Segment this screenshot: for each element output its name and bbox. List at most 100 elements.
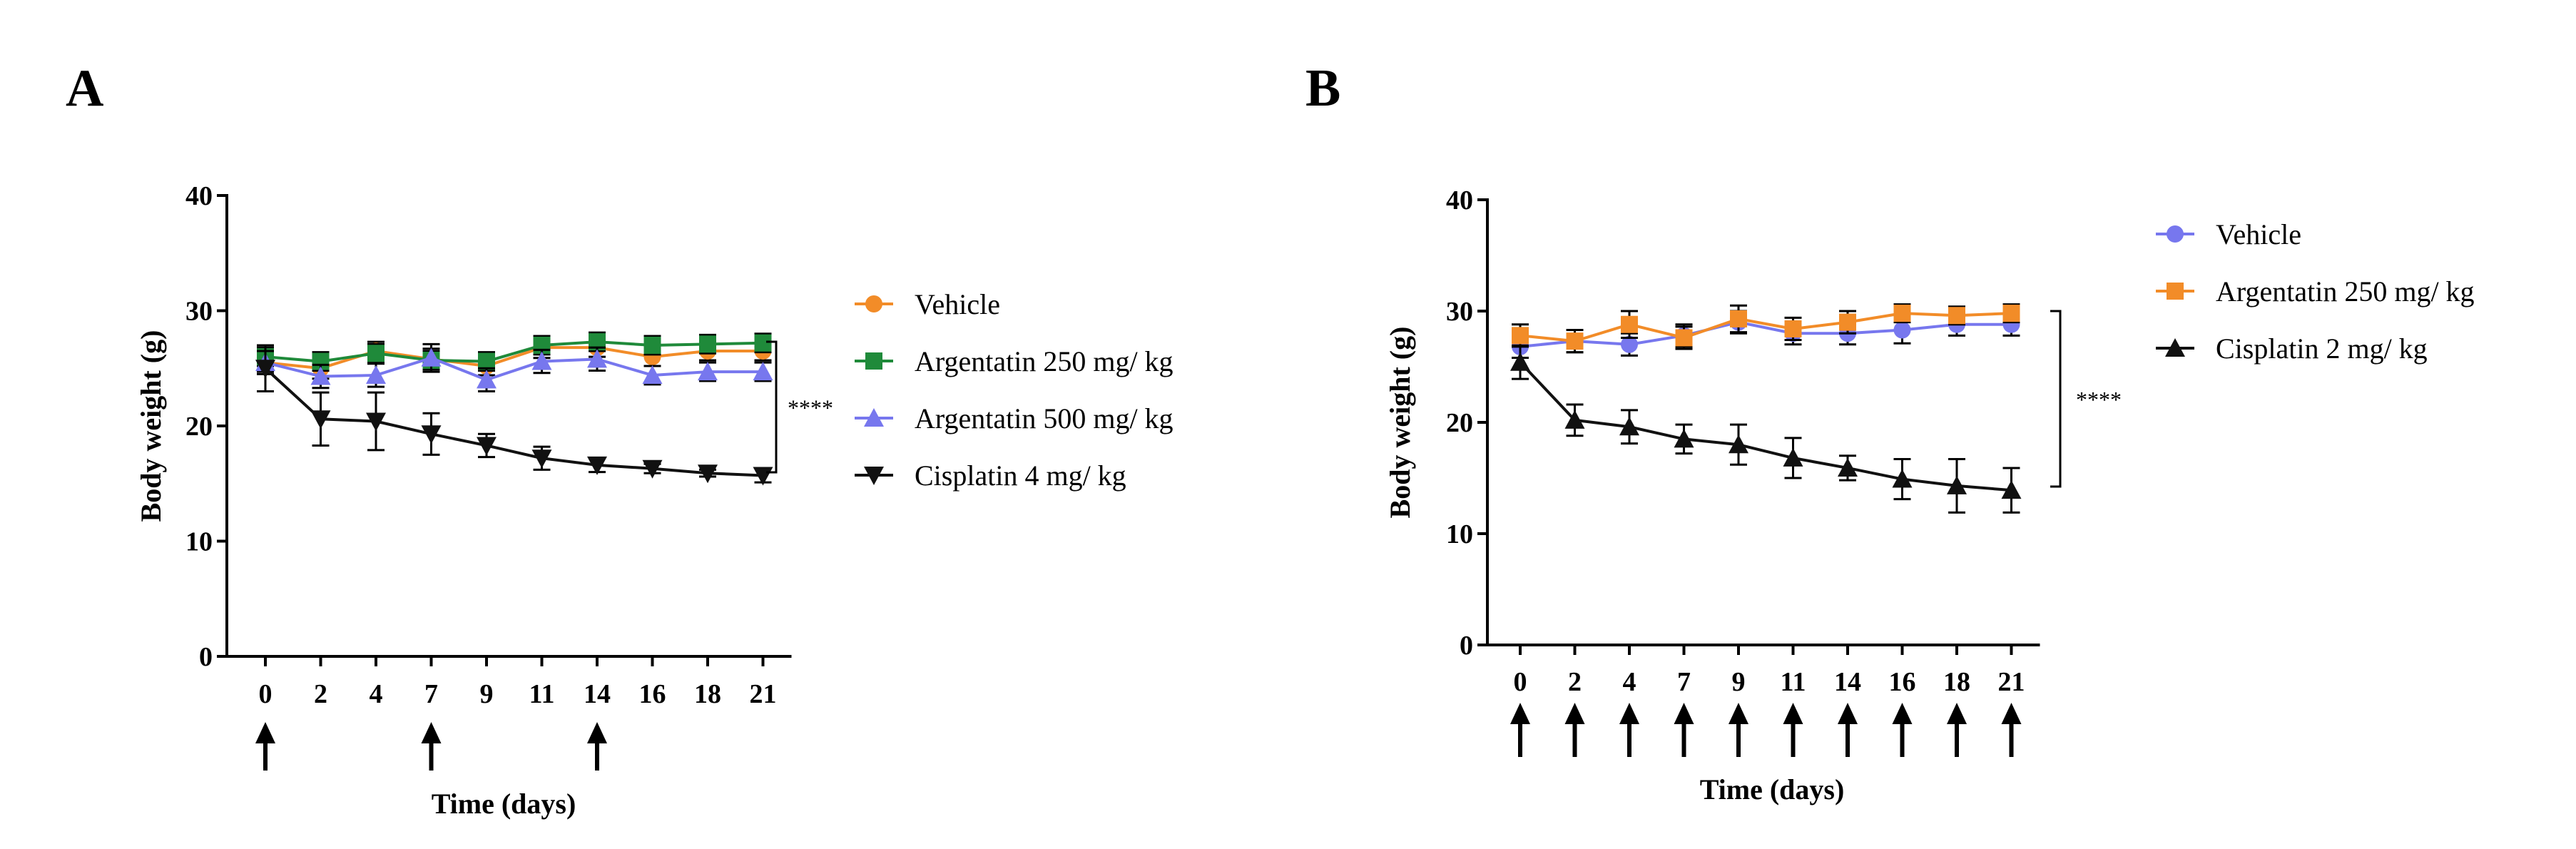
legend-marker bbox=[2165, 338, 2185, 357]
x-tick-label: 4 bbox=[1623, 667, 1636, 697]
legend-entry: Vehicle bbox=[855, 288, 1000, 320]
data-point bbox=[753, 362, 773, 381]
dosing-arrow-head bbox=[587, 722, 607, 743]
data-point bbox=[477, 370, 497, 389]
data-point bbox=[643, 336, 661, 354]
dosing-arrow-head bbox=[421, 722, 442, 743]
legend-marker bbox=[865, 295, 882, 312]
data-point bbox=[366, 412, 386, 432]
series-1 bbox=[1512, 310, 2020, 360]
y-tick-label: 30 bbox=[185, 297, 213, 327]
dosing-arrow-head bbox=[1619, 703, 1639, 724]
significance-label: **** bbox=[2076, 387, 2122, 412]
legend-marker bbox=[864, 467, 884, 485]
data-point bbox=[1621, 315, 1638, 333]
data-point bbox=[642, 365, 663, 384]
data-point bbox=[1947, 475, 1967, 494]
legend-marker bbox=[864, 408, 884, 427]
data-point bbox=[478, 352, 495, 370]
data-point bbox=[1510, 352, 1530, 371]
dosing-arrow-head bbox=[1947, 703, 1967, 724]
panel-a-chart: 0 10 20 30 40 0 2 4 7 9 11 14 16 18 21 Time (days) Body … bbox=[135, 181, 1174, 820]
x-tick-label: 18 bbox=[694, 679, 721, 709]
series-line bbox=[264, 367, 763, 477]
legend-label: Argentatin 500 mg/ kg bbox=[915, 402, 1174, 434]
data-point bbox=[1784, 320, 1802, 337]
data-point bbox=[1838, 457, 1858, 477]
dosing-arrow-head bbox=[1892, 703, 1913, 724]
x-tick-label: 7 bbox=[1677, 667, 1691, 697]
data-point bbox=[1893, 321, 1911, 339]
legend-label: Cisplatin 4 mg/ kg bbox=[915, 459, 1126, 492]
data-point bbox=[421, 347, 442, 367]
x-tick-label: 21 bbox=[750, 679, 777, 709]
data-point bbox=[1839, 313, 1856, 331]
x-tick-label: 0 bbox=[1514, 667, 1527, 697]
data-point bbox=[1729, 434, 1748, 454]
data-point bbox=[2002, 305, 2020, 322]
data-point bbox=[1675, 329, 1693, 347]
data-point bbox=[1619, 417, 1639, 436]
y-axis-title: Body weight (g) bbox=[135, 330, 167, 522]
x-tick-label: 7 bbox=[424, 679, 438, 709]
significance-label: **** bbox=[788, 395, 833, 421]
legend-label: Cisplatin 2 mg/ kg bbox=[2216, 332, 2428, 365]
series-line bbox=[1519, 320, 2012, 348]
y-tick-label: 20 bbox=[185, 412, 213, 442]
legend-entry: Argentatin 250 mg/ kg bbox=[2156, 275, 2475, 307]
series-3 bbox=[1510, 344, 2022, 514]
x-tick-label: 14 bbox=[584, 679, 611, 709]
data-point bbox=[1783, 447, 1803, 467]
data-point bbox=[255, 360, 275, 379]
x-tick-label: 16 bbox=[639, 679, 666, 709]
x-tick-label: 2 bbox=[314, 679, 327, 709]
y-tick-label: 10 bbox=[185, 527, 213, 557]
dosing-arrow-head bbox=[1674, 703, 1694, 724]
dosing-arrow-head bbox=[1510, 703, 1530, 724]
data-point bbox=[1566, 332, 1584, 350]
significance-bracket bbox=[2050, 310, 2062, 488]
dosing-arrow-head bbox=[2001, 703, 2022, 724]
x-axis-title: Time (days) bbox=[432, 788, 576, 820]
data-point bbox=[642, 459, 663, 479]
data-point bbox=[1892, 469, 1913, 488]
legend-entry: Argentatin 250 mg/ kg bbox=[855, 345, 1174, 377]
data-point bbox=[477, 437, 497, 456]
series-4 bbox=[255, 344, 773, 486]
legend-label: Argentatin 250 mg/ kg bbox=[915, 345, 1174, 377]
y-tick-label: 20 bbox=[1446, 408, 1473, 438]
series-line bbox=[265, 346, 763, 370]
x-tick-label: 11 bbox=[529, 679, 555, 709]
series-line bbox=[1519, 361, 2012, 492]
data-point bbox=[587, 456, 607, 475]
y-tick-label: 0 bbox=[199, 642, 213, 672]
x-tick-label: 9 bbox=[1732, 667, 1746, 697]
panel-b-letter: B bbox=[1305, 59, 1340, 118]
data-point bbox=[699, 335, 716, 353]
x-tick-label: 0 bbox=[259, 679, 273, 709]
legend-marker bbox=[2167, 225, 2184, 243]
dosing-arrow-head bbox=[1564, 703, 1585, 724]
y-tick-label: 10 bbox=[1446, 519, 1473, 549]
data-point bbox=[421, 425, 442, 444]
data-point bbox=[698, 464, 718, 484]
series-line bbox=[265, 340, 763, 363]
y-tick-label: 40 bbox=[1446, 185, 1473, 215]
series-line bbox=[265, 356, 763, 382]
dosing-arrow-head bbox=[255, 722, 275, 743]
data-point bbox=[1564, 410, 1585, 429]
legend-entry: Vehicle bbox=[2156, 218, 2301, 250]
data-point bbox=[531, 351, 552, 370]
data-point bbox=[1730, 310, 1747, 327]
legend-entry: Argentatin 500 mg/ kg bbox=[855, 402, 1174, 434]
x-tick-label: 16 bbox=[1889, 667, 1916, 697]
x-tick-label: 4 bbox=[370, 679, 383, 709]
data-point bbox=[310, 410, 331, 429]
data-point bbox=[531, 449, 552, 469]
data-point bbox=[698, 362, 718, 381]
x-tick-label: 14 bbox=[1834, 667, 1861, 697]
y-tick-label: 0 bbox=[1460, 631, 1473, 661]
y-tick-label: 30 bbox=[1446, 297, 1473, 327]
series-2 bbox=[1512, 303, 2020, 354]
